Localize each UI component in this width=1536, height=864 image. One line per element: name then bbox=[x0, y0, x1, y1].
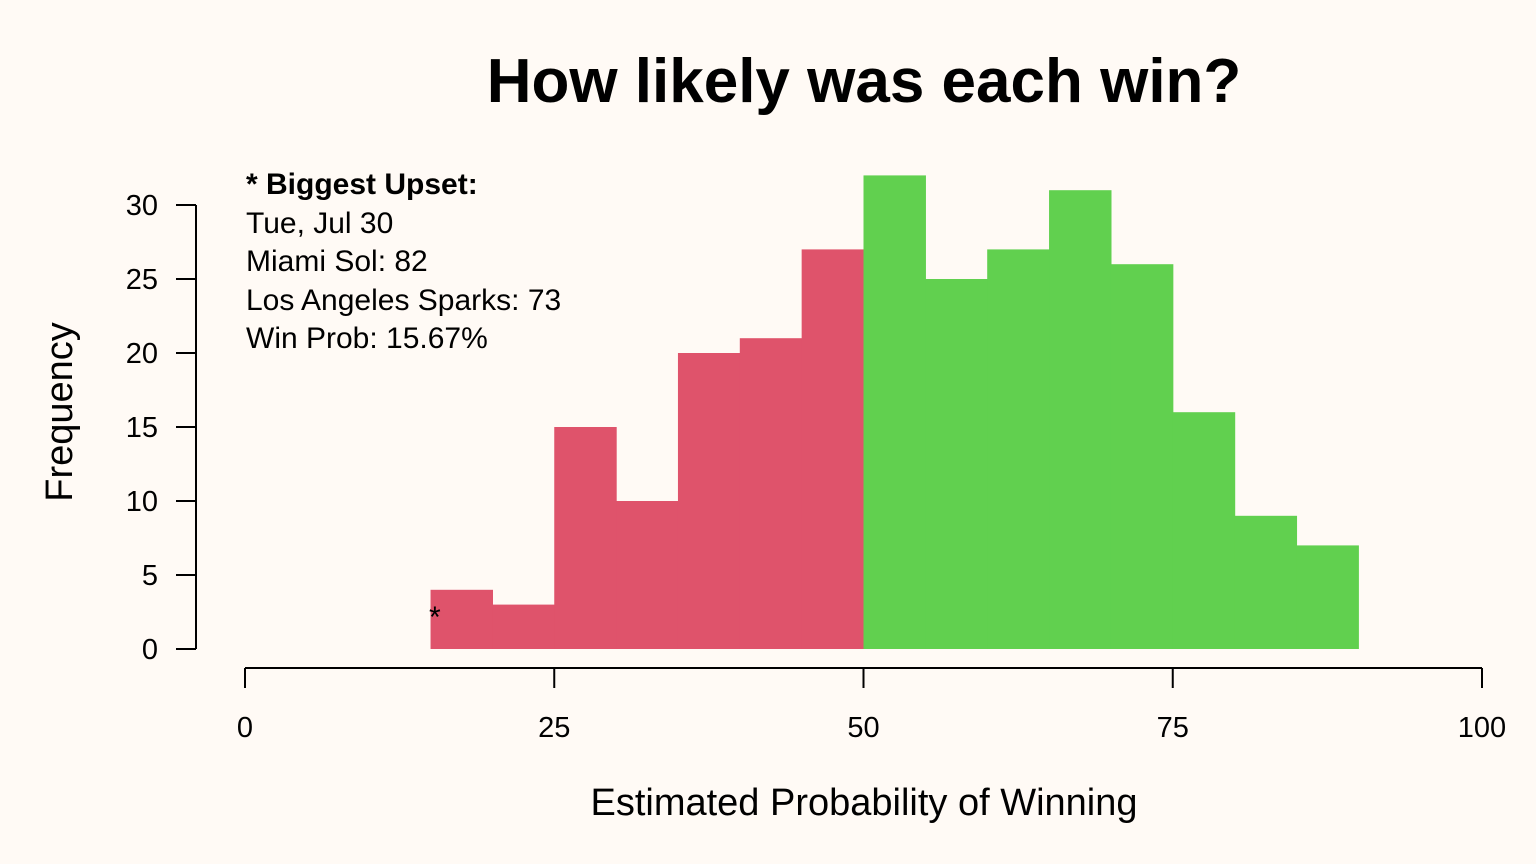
x-tick-label-50: 50 bbox=[847, 712, 879, 744]
y-tick-label-20: 20 bbox=[126, 338, 158, 370]
histogram-bar-80-85 bbox=[1234, 515, 1298, 649]
histogram-bar-20-25 bbox=[492, 604, 555, 649]
histogram-bar-35-40 bbox=[677, 353, 741, 649]
annotation-date: Tue, Jul 30 bbox=[246, 207, 393, 240]
histogram-bar-55-60 bbox=[925, 279, 988, 649]
histogram-bar-25-30 bbox=[554, 427, 617, 649]
histogram-bar-85-90 bbox=[1296, 545, 1359, 649]
histogram-bar-50-55 bbox=[863, 175, 926, 649]
histogram-bar-70-75 bbox=[1110, 264, 1174, 649]
annotation-heading: * Biggest Upset: bbox=[246, 168, 478, 201]
annotation-win-prob: Win Prob: 15.67% bbox=[246, 322, 488, 355]
histogram-bar-75-80 bbox=[1172, 412, 1236, 649]
histogram-bar-40-45 bbox=[739, 338, 803, 649]
x-tick-label-75: 75 bbox=[1157, 712, 1189, 744]
x-tick-label-0: 0 bbox=[237, 712, 253, 744]
upset-marker: * bbox=[429, 601, 441, 634]
x-axis-label: Estimated Probability of Winning bbox=[590, 782, 1137, 824]
upset-annotation: * Biggest Upset: Tue, Jul 30 Miami Sol: … bbox=[246, 168, 561, 355]
histogram-bar-45-50 bbox=[801, 249, 865, 649]
histogram-bars bbox=[430, 175, 1359, 649]
histogram-bar-65-70 bbox=[1049, 190, 1112, 649]
y-tick-label-30: 30 bbox=[126, 190, 158, 222]
x-tick-label-100: 100 bbox=[1458, 712, 1506, 744]
y-axis-label: Frequency bbox=[39, 322, 81, 502]
annotation-winner-score: Miami Sol: 82 bbox=[246, 245, 428, 278]
x-tick-label-25: 25 bbox=[538, 712, 570, 744]
y-tick-label-15: 15 bbox=[126, 412, 158, 444]
histogram-bar-60-65 bbox=[987, 249, 1050, 649]
annotation-loser-score: Los Angeles Sparks: 73 bbox=[246, 284, 561, 317]
y-tick-label-5: 5 bbox=[142, 560, 158, 592]
x-axis: 0 25 50 75 100 bbox=[237, 667, 1506, 744]
chart-title: How likely was each win? bbox=[487, 47, 1242, 116]
histogram-bar-30-35 bbox=[616, 501, 679, 649]
histogram-bar-15-20 bbox=[430, 589, 493, 649]
y-axis: 0 5 10 15 20 25 30 bbox=[126, 190, 197, 666]
y-tick-label-25: 25 bbox=[126, 264, 158, 296]
y-tick-label-0: 0 bbox=[142, 634, 158, 666]
y-tick-label-10: 10 bbox=[126, 486, 158, 518]
